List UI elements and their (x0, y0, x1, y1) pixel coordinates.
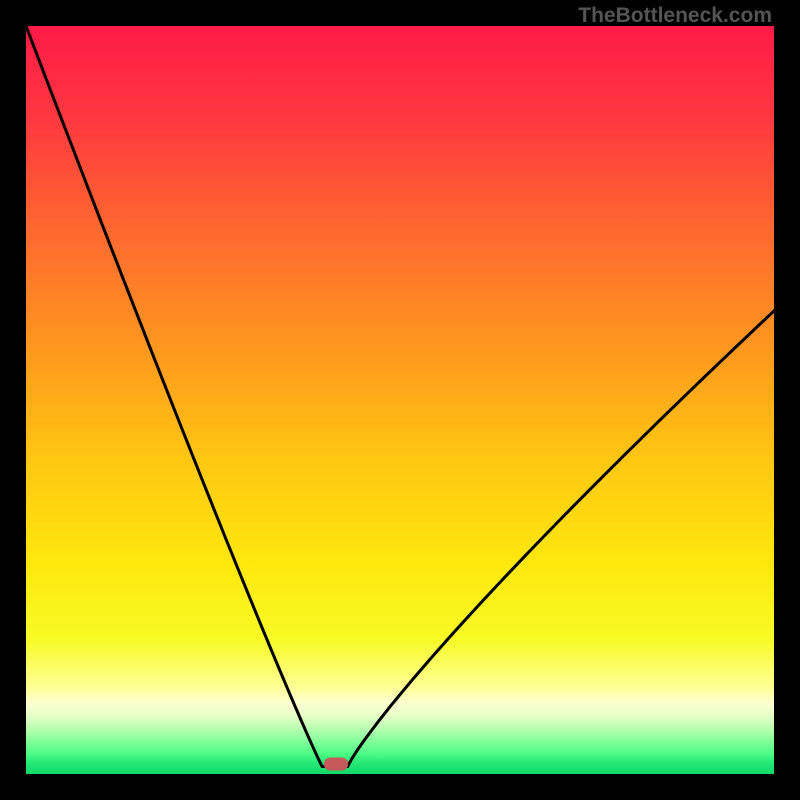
plot-area (26, 26, 774, 774)
watermark-text: TheBottleneck.com (578, 4, 772, 28)
optimum-marker (324, 758, 348, 771)
